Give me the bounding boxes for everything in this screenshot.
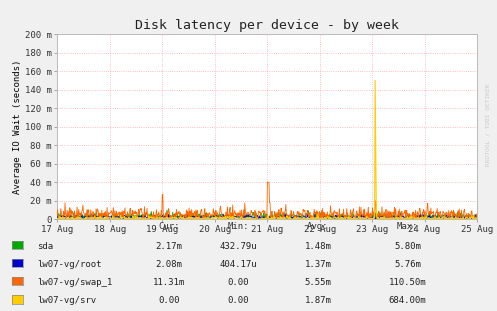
Text: 684.00m: 684.00m	[389, 296, 426, 305]
Text: sda: sda	[37, 242, 53, 251]
Text: Avg:: Avg:	[307, 221, 329, 230]
Text: Cur:: Cur:	[158, 221, 180, 230]
Text: 432.79u: 432.79u	[220, 242, 257, 251]
Text: 1.48m: 1.48m	[305, 242, 331, 251]
Text: 110.50m: 110.50m	[389, 278, 426, 287]
Text: 0.00: 0.00	[158, 296, 180, 305]
Title: Disk latency per device - by week: Disk latency per device - by week	[135, 19, 399, 32]
Text: Min:: Min:	[228, 221, 249, 230]
Text: lw07-vg/swap_1: lw07-vg/swap_1	[37, 278, 112, 287]
Text: 0.00: 0.00	[228, 278, 249, 287]
Text: 2.17m: 2.17m	[156, 242, 182, 251]
Text: 1.37m: 1.37m	[305, 260, 331, 269]
Text: 11.31m: 11.31m	[153, 278, 185, 287]
Text: lw07-vg/srv: lw07-vg/srv	[37, 296, 96, 305]
Text: lw07-vg/root: lw07-vg/root	[37, 260, 102, 269]
Text: 0.00: 0.00	[228, 296, 249, 305]
Text: 404.17u: 404.17u	[220, 260, 257, 269]
Text: 5.55m: 5.55m	[305, 278, 331, 287]
Text: 5.76m: 5.76m	[394, 260, 421, 269]
Text: 2.08m: 2.08m	[156, 260, 182, 269]
Y-axis label: Average IO Wait (seconds): Average IO Wait (seconds)	[13, 59, 22, 194]
Text: RRDTOOL / TOBI OETIKER: RRDTOOL / TOBI OETIKER	[486, 83, 491, 166]
Text: 1.87m: 1.87m	[305, 296, 331, 305]
Text: 5.80m: 5.80m	[394, 242, 421, 251]
Text: Max:: Max:	[397, 221, 418, 230]
